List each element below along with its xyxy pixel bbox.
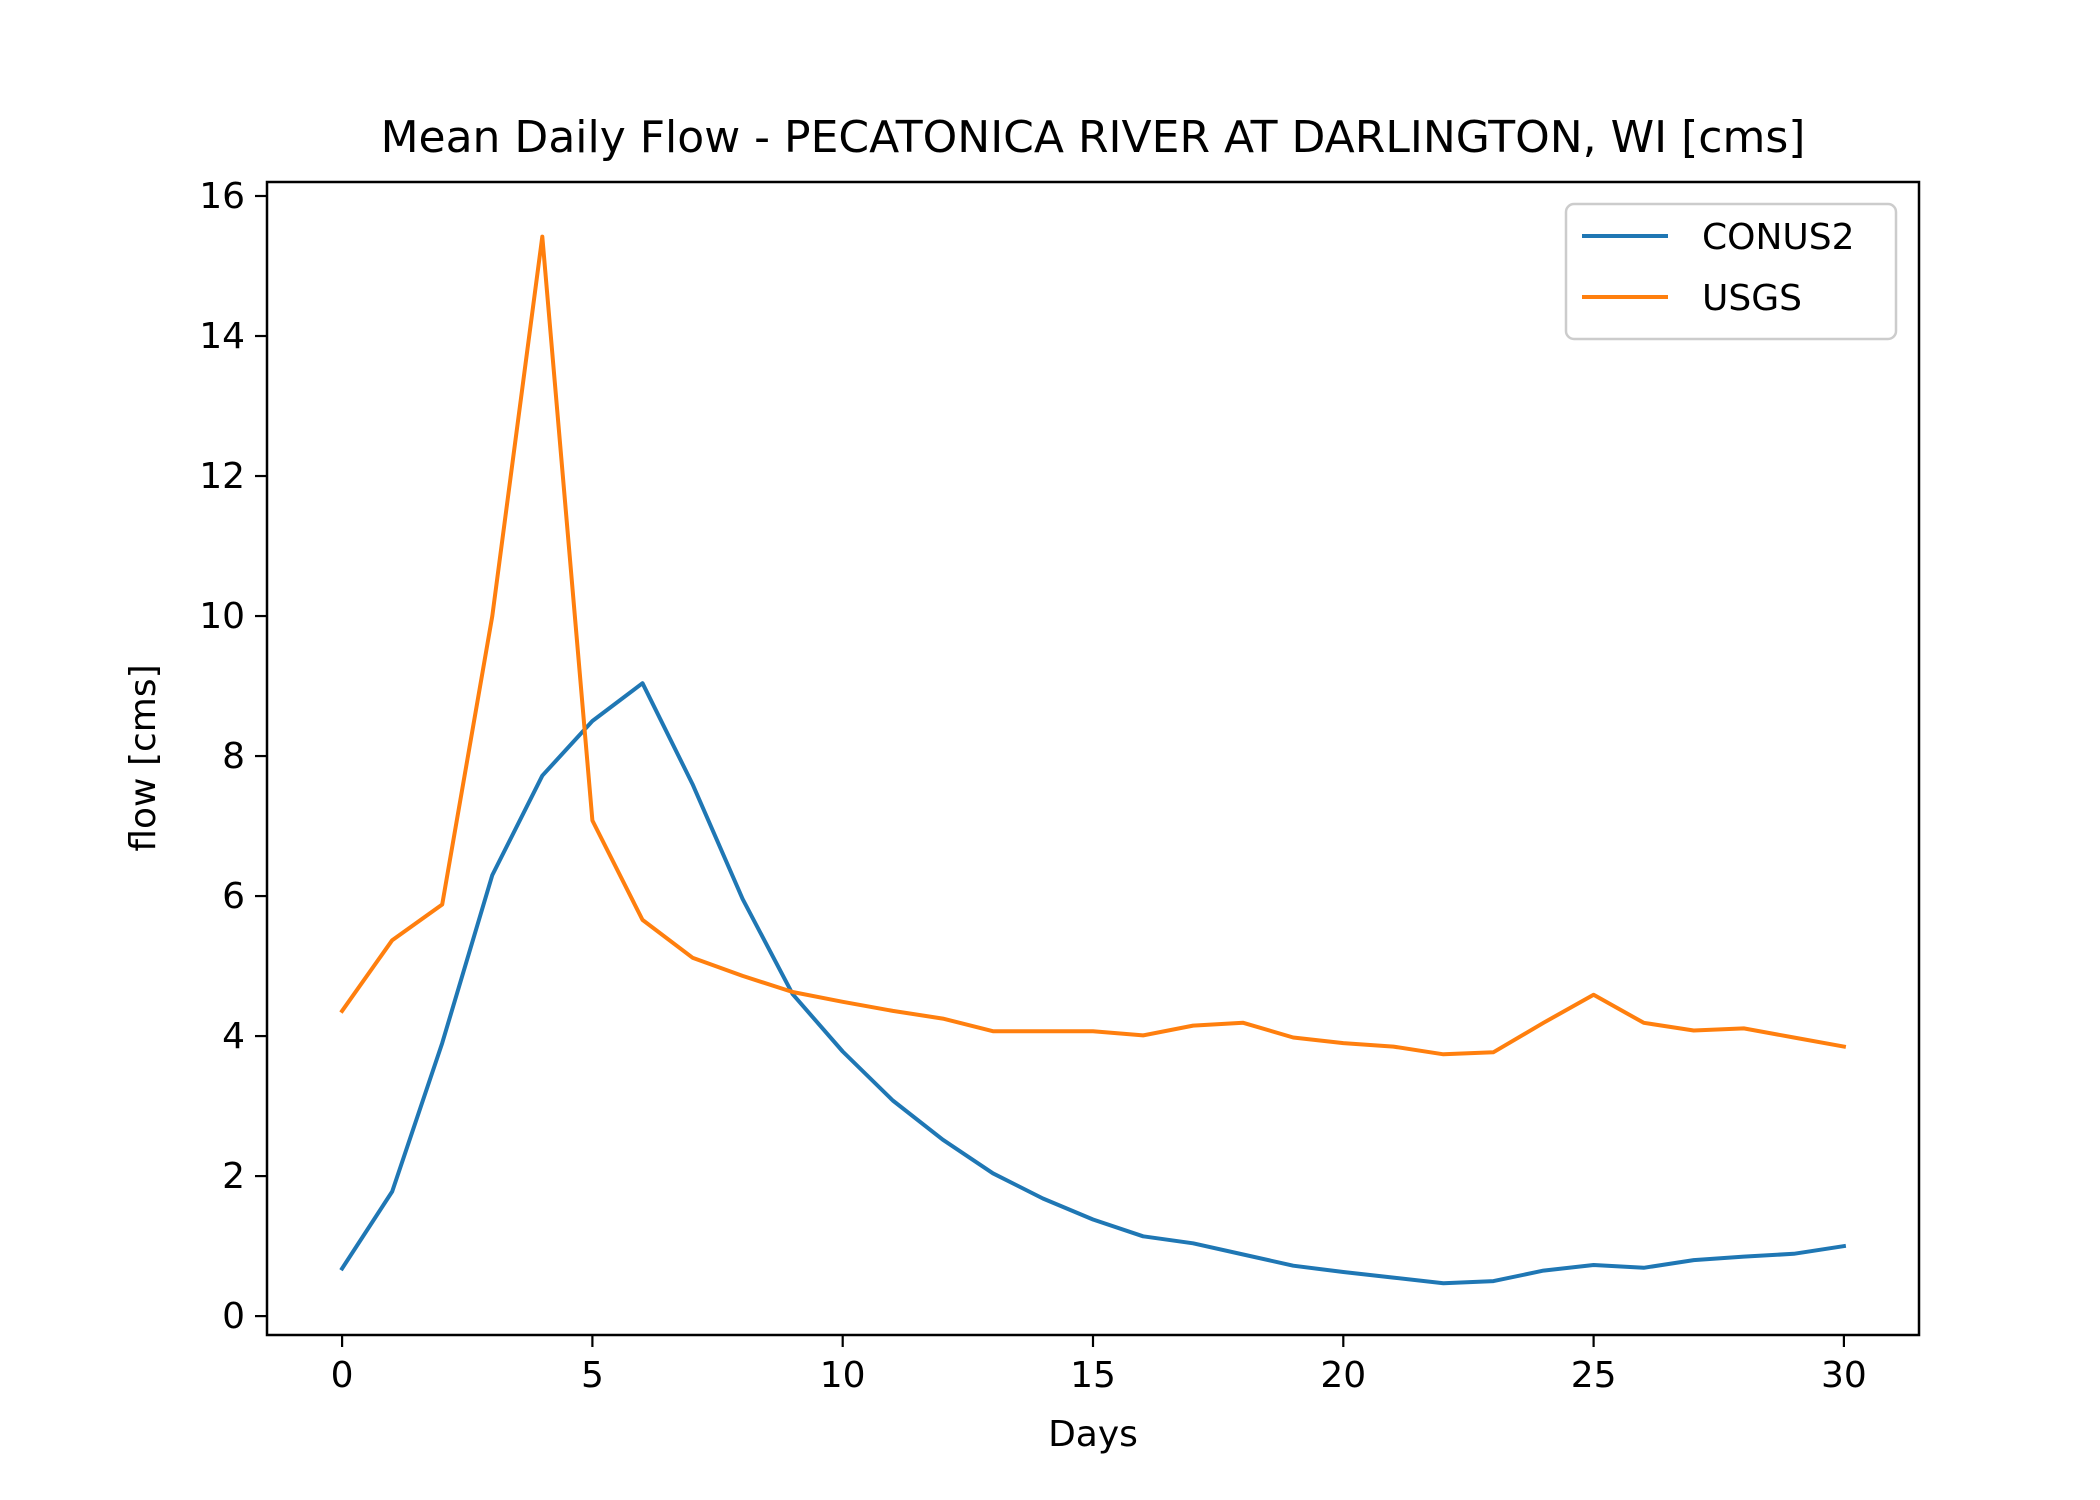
x-tick-label: 5 xyxy=(581,1355,604,1396)
legend-label-usgs: USGS xyxy=(1702,278,1802,319)
x-tick-label: 0 xyxy=(331,1355,354,1396)
x-axis-label: Days xyxy=(1048,1414,1138,1455)
y-tick-label: 16 xyxy=(199,176,245,217)
x-tick-label: 25 xyxy=(1571,1355,1617,1396)
series-line-conus2 xyxy=(339,681,1847,1286)
y-tick-label: 2 xyxy=(222,1156,245,1197)
y-tick-label: 12 xyxy=(199,456,245,497)
y-tick-label: 6 xyxy=(222,876,245,917)
y-tick-label: 8 xyxy=(222,736,245,777)
x-tick-label: 15 xyxy=(1070,1355,1116,1396)
axes: 0 5 10 15 20 25 30 0 2 4 6 8 10 12 14 16 xyxy=(199,176,1867,1396)
y-tick-label: 4 xyxy=(222,1016,245,1057)
chart-title: Mean Daily Flow - PECATONICA RIVER AT DA… xyxy=(381,112,1806,163)
y-tick-label: 0 xyxy=(222,1296,245,1337)
x-tick-label: 10 xyxy=(820,1355,866,1396)
legend: CONUS2 USGS xyxy=(1564,202,1898,341)
plot-area xyxy=(339,234,1847,1286)
series-line-usgs xyxy=(339,234,1847,1057)
y-axis-label: flow [cms] xyxy=(123,664,164,851)
plot-frame xyxy=(265,180,1921,1337)
x-tick-label: 30 xyxy=(1821,1355,1867,1396)
x-tick-label: 20 xyxy=(1320,1355,1366,1396)
legend-label-conus2: CONUS2 xyxy=(1702,217,1855,258)
y-tick-label: 10 xyxy=(199,596,245,637)
y-tick-label: 14 xyxy=(199,316,245,357)
